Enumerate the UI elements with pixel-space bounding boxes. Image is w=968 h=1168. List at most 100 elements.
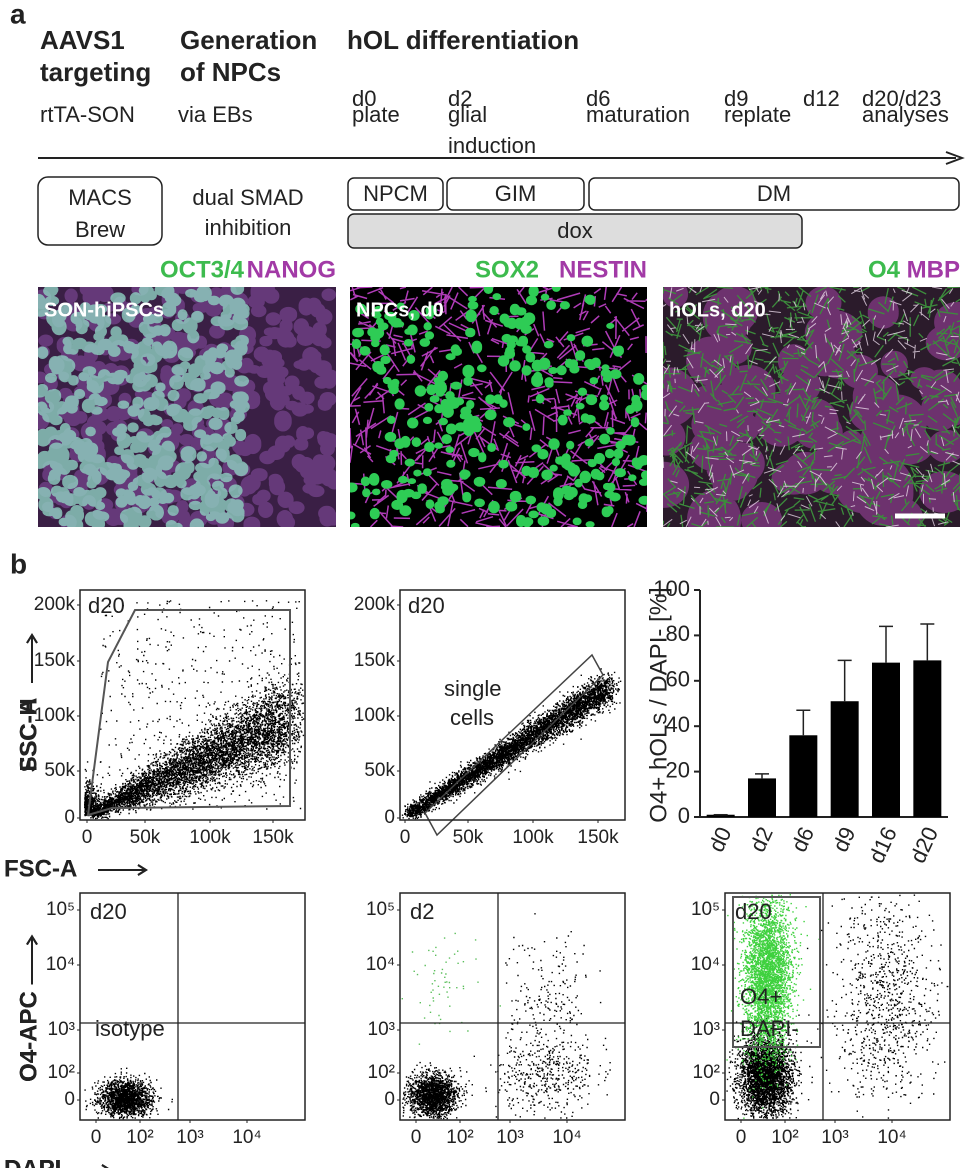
y-tick-label: 0	[64, 807, 75, 828]
step-label: rtTA-SON	[40, 102, 135, 127]
x-tick-label: 0	[736, 1127, 747, 1148]
x-tick-label: 0	[82, 827, 93, 848]
plot-frame	[399, 589, 626, 821]
y-tick-label: 150k	[34, 650, 76, 671]
x-tick-label: 10²	[126, 1127, 153, 1148]
medium-box	[347, 177, 444, 211]
y-tick-label: 10⁵	[691, 899, 720, 920]
marker-label: SOX2	[475, 256, 539, 283]
micrograph	[38, 287, 336, 527]
gate-label: DAPI-	[740, 1016, 799, 1041]
event-dots	[452, 680, 622, 804]
x-tick-label: 10³	[821, 1127, 848, 1148]
step-label: d20/d23	[862, 86, 942, 111]
marker-label: O4	[868, 256, 901, 283]
y-tick-label: 10⁴	[691, 954, 720, 975]
y-tick-label: 200k	[354, 594, 396, 615]
y-tick-label: 10⁴	[46, 954, 75, 975]
x-tick-label: 150k	[252, 827, 294, 848]
error-bar	[920, 623, 935, 661]
x-tick-label: 0	[411, 1127, 422, 1148]
medium-label: Brew	[75, 217, 125, 242]
sample-tag: d20	[90, 899, 127, 924]
gate-label: cells	[450, 705, 494, 730]
x-tick-label: 0	[91, 1127, 102, 1148]
bar	[789, 735, 818, 817]
x-tick-label: 100k	[512, 827, 554, 848]
sample-tag: d20	[735, 899, 772, 924]
x-tick-label: 10³	[496, 1127, 523, 1148]
sample-tag: d2	[410, 899, 434, 924]
medium-label: DM	[757, 181, 791, 206]
marker-label: NESTIN	[559, 256, 647, 283]
medium-box	[37, 176, 163, 246]
y-tick-label: 20	[666, 757, 690, 782]
bar	[748, 778, 776, 817]
heading: of NPCs	[180, 57, 281, 87]
x-tick-label: 0	[400, 827, 411, 848]
y-tick-label: 10⁵	[46, 899, 75, 920]
y-tick-label: 100	[653, 576, 690, 601]
heading: AAVS1	[40, 25, 125, 55]
x-tick-label: 10⁴	[232, 1127, 261, 1148]
panel-label: a	[10, 0, 26, 29]
event-dots	[84, 761, 112, 817]
x-tick-label: 10⁴	[877, 1127, 906, 1148]
y-tick-label: 100k	[354, 705, 396, 726]
marker-label: MBP	[907, 256, 960, 283]
sample-tag: d20	[88, 593, 125, 618]
x-tick-label: 150k	[577, 827, 619, 848]
y-tick-label: 10³	[48, 1019, 75, 1040]
y-tick-label: 10⁵	[366, 899, 395, 920]
nuclei	[38, 287, 250, 527]
micrograph	[350, 287, 647, 527]
step-label: maturation	[586, 102, 690, 127]
timeline-arrowhead	[945, 151, 965, 165]
event-dots	[401, 1061, 473, 1120]
y-axis-label: SSC-A	[15, 698, 42, 773]
heading: hOL differentiation	[347, 25, 579, 55]
processes	[350, 287, 647, 527]
plot-frame	[79, 589, 306, 821]
step-label: d6	[586, 86, 610, 111]
bar	[830, 701, 859, 817]
image-label: SON-hiPSCs	[44, 299, 164, 321]
gate	[86, 609, 291, 817]
y-tick-label: 150k	[354, 650, 396, 671]
gate-label: single	[444, 676, 501, 701]
error-bar	[879, 625, 893, 663]
medium-label: NPCM	[363, 181, 428, 206]
y-tick-label: 50k	[44, 760, 75, 781]
step-label: d2	[448, 86, 472, 111]
gate-label: isotype	[95, 1016, 165, 1041]
step-label: induction	[448, 133, 536, 158]
y-tick-label: 10²	[693, 1062, 720, 1083]
step-label: replate	[724, 102, 791, 127]
gate-label: O4+	[740, 984, 782, 1009]
y-tick-label: 0	[64, 1089, 75, 1110]
y-tick-label: 0	[678, 803, 690, 828]
y-axis-label: O4-APC	[15, 991, 42, 1082]
y-tick-label: 50k	[364, 760, 395, 781]
step-label: glial	[448, 102, 487, 127]
y-tick-label: 40	[666, 712, 690, 737]
step-label: analyses	[862, 102, 949, 127]
event-dots	[726, 894, 820, 1119]
nuclei	[350, 287, 647, 527]
step-label: via EBs	[178, 102, 253, 127]
y-tick-label: 10²	[48, 1062, 75, 1083]
event-dots	[84, 1067, 173, 1120]
marker-label: NANOG	[247, 256, 336, 283]
medium-label: dual SMAD	[192, 185, 303, 210]
x-axis-label: DAPI	[4, 1155, 61, 1168]
step-label: d0	[352, 86, 376, 111]
image-label: hOLs, d20	[669, 299, 766, 321]
x-axis-label: FSC-A	[4, 855, 77, 882]
plot-frame	[79, 892, 306, 1121]
y-axis-label: O4+ hOLs / DAPI- [%]	[645, 587, 672, 822]
y-tick-label: 200k	[34, 594, 76, 615]
y-tick-label: 10³	[693, 1019, 720, 1040]
event-dots	[87, 658, 305, 820]
gate	[424, 653, 604, 837]
